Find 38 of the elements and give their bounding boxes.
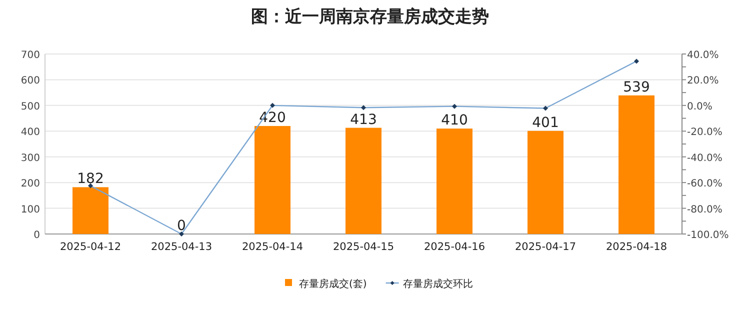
y2-tick-label: -20.0% xyxy=(687,127,722,138)
y-tick-label: 500 xyxy=(20,101,40,112)
data-label: 401 xyxy=(532,114,559,131)
y2-tick-label: -80.0% xyxy=(687,204,722,216)
bar xyxy=(528,130,564,234)
legend-label: 存量房成交环比 xyxy=(402,278,473,290)
y-tick-label: 400 xyxy=(20,127,40,138)
x-tick-label: 2025-04-15 xyxy=(332,241,394,253)
y2-tick-label: 0.0% xyxy=(687,101,712,112)
y-tick-label: 700 xyxy=(20,50,40,61)
data-label: 182 xyxy=(77,171,104,188)
data-label: 0 xyxy=(177,218,186,234)
x-tick-label: 2025-04-18 xyxy=(606,241,668,253)
x-tick-label: 2025-04-12 xyxy=(60,241,122,253)
data-label: 539 xyxy=(623,79,650,96)
y2-tick-label: 40.0% xyxy=(687,50,719,61)
x-tick-label: 2025-04-13 xyxy=(150,241,212,253)
x-tick-label: 2025-04-17 xyxy=(514,241,576,253)
bar xyxy=(618,95,654,234)
y-tick-label: 600 xyxy=(20,76,40,87)
y2-tick-label: -100.0% xyxy=(687,230,729,241)
data-label: 410 xyxy=(441,112,468,129)
bar xyxy=(72,187,108,234)
data-label: 413 xyxy=(350,112,377,128)
y2-tick-label: -40.0% xyxy=(687,152,722,164)
y-tick-label: 100 xyxy=(20,204,40,216)
bar xyxy=(346,128,382,234)
y2-tick-label: 20.0% xyxy=(687,76,719,87)
bar xyxy=(254,126,290,234)
y-tick-label: 300 xyxy=(20,152,40,164)
y-tick-label: 200 xyxy=(20,178,40,190)
bar xyxy=(436,128,472,234)
legend-label: 存量房成交(套) xyxy=(299,278,367,290)
x-tick-label: 2025-04-14 xyxy=(242,241,304,253)
chart-title: 图：近一周南京存量房成交走势 xyxy=(251,7,489,27)
y2-tick-label: -60.0% xyxy=(687,178,722,190)
x-tick-label: 2025-04-16 xyxy=(424,241,486,253)
y-tick-label: 0 xyxy=(34,230,40,241)
